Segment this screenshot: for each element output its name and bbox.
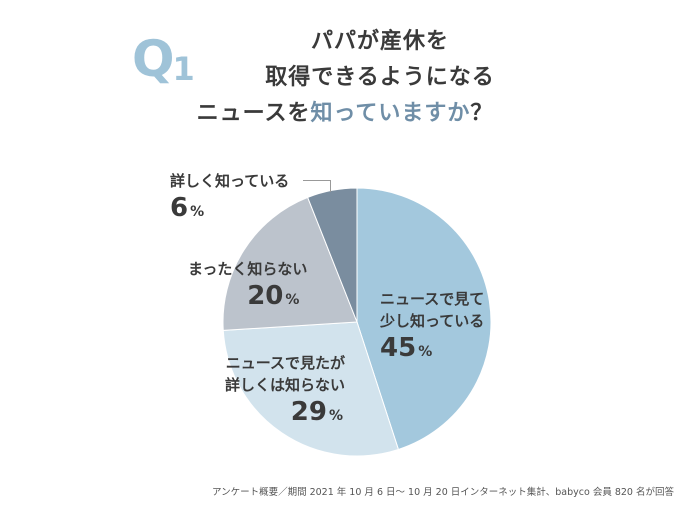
slice-not-detailed: [222, 321, 400, 457]
label-not-at-all-text: まったく知らない: [188, 260, 308, 278]
title-line-1: パパが産休を: [310, 29, 449, 54]
pct-value: 6: [170, 193, 189, 223]
title-line-3: ニュースを知っていますか？: [0, 96, 690, 132]
pct-unit: %: [328, 408, 344, 424]
label-somewhat-pct: 45%: [380, 333, 432, 363]
label-somewhat: ニュースで見て 少し知っている 45%: [380, 288, 484, 368]
leader-line-vertical: [330, 180, 331, 192]
label-not-detailed: ニュースで見たが 詳しくは知らない 29%: [225, 352, 345, 432]
survey-footnote: アンケート概要／期間 2021 年 10 月 6 日～ 10 月 20 日インタ…: [211, 487, 674, 498]
label-not-at-all: まったく知らない 20%: [188, 258, 307, 316]
label-not-detailed-line-1: ニュースで見たが: [225, 354, 346, 372]
pct-value: 45: [380, 333, 417, 363]
label-not-detailed-pct: 29%: [225, 396, 345, 432]
label-not-at-all-pct: 20%: [188, 280, 307, 316]
pct-unit: %: [190, 204, 205, 220]
pct-unit: %: [285, 292, 300, 308]
pct-unit: %: [418, 344, 433, 360]
slice-not-at-all: [222, 196, 358, 331]
pct-value: 20: [247, 281, 284, 311]
title-line-3-a: ニュースを: [196, 101, 311, 126]
title-line-3-b: ？: [470, 101, 494, 126]
label-detailed-pct: 6%: [170, 192, 289, 228]
q1-badge: Q1: [132, 34, 197, 88]
label-detailed: 詳しく知っている 6%: [170, 170, 289, 228]
title-accent: 知っていますか: [310, 101, 471, 126]
slice-somewhat-know: [356, 187, 492, 451]
label-somewhat-line-1: ニュースで見て: [380, 290, 485, 308]
label-somewhat-line-2: 少し知っている: [380, 312, 485, 330]
title-line-2: 取得できるようになる: [265, 65, 495, 90]
pct-value: 29: [290, 397, 327, 427]
leader-line: [303, 180, 331, 181]
label-not-detailed-line-2: 詳しくは知らない: [225, 376, 346, 394]
question-title: パパが産休を 取得できるようになる ニュースを知っていますか？: [0, 24, 690, 132]
q-letter: Q: [132, 30, 175, 88]
slice-detailed: [307, 187, 358, 323]
label-detailed-text: 詳しく知っている: [170, 172, 290, 190]
q-number: 1: [172, 50, 195, 88]
